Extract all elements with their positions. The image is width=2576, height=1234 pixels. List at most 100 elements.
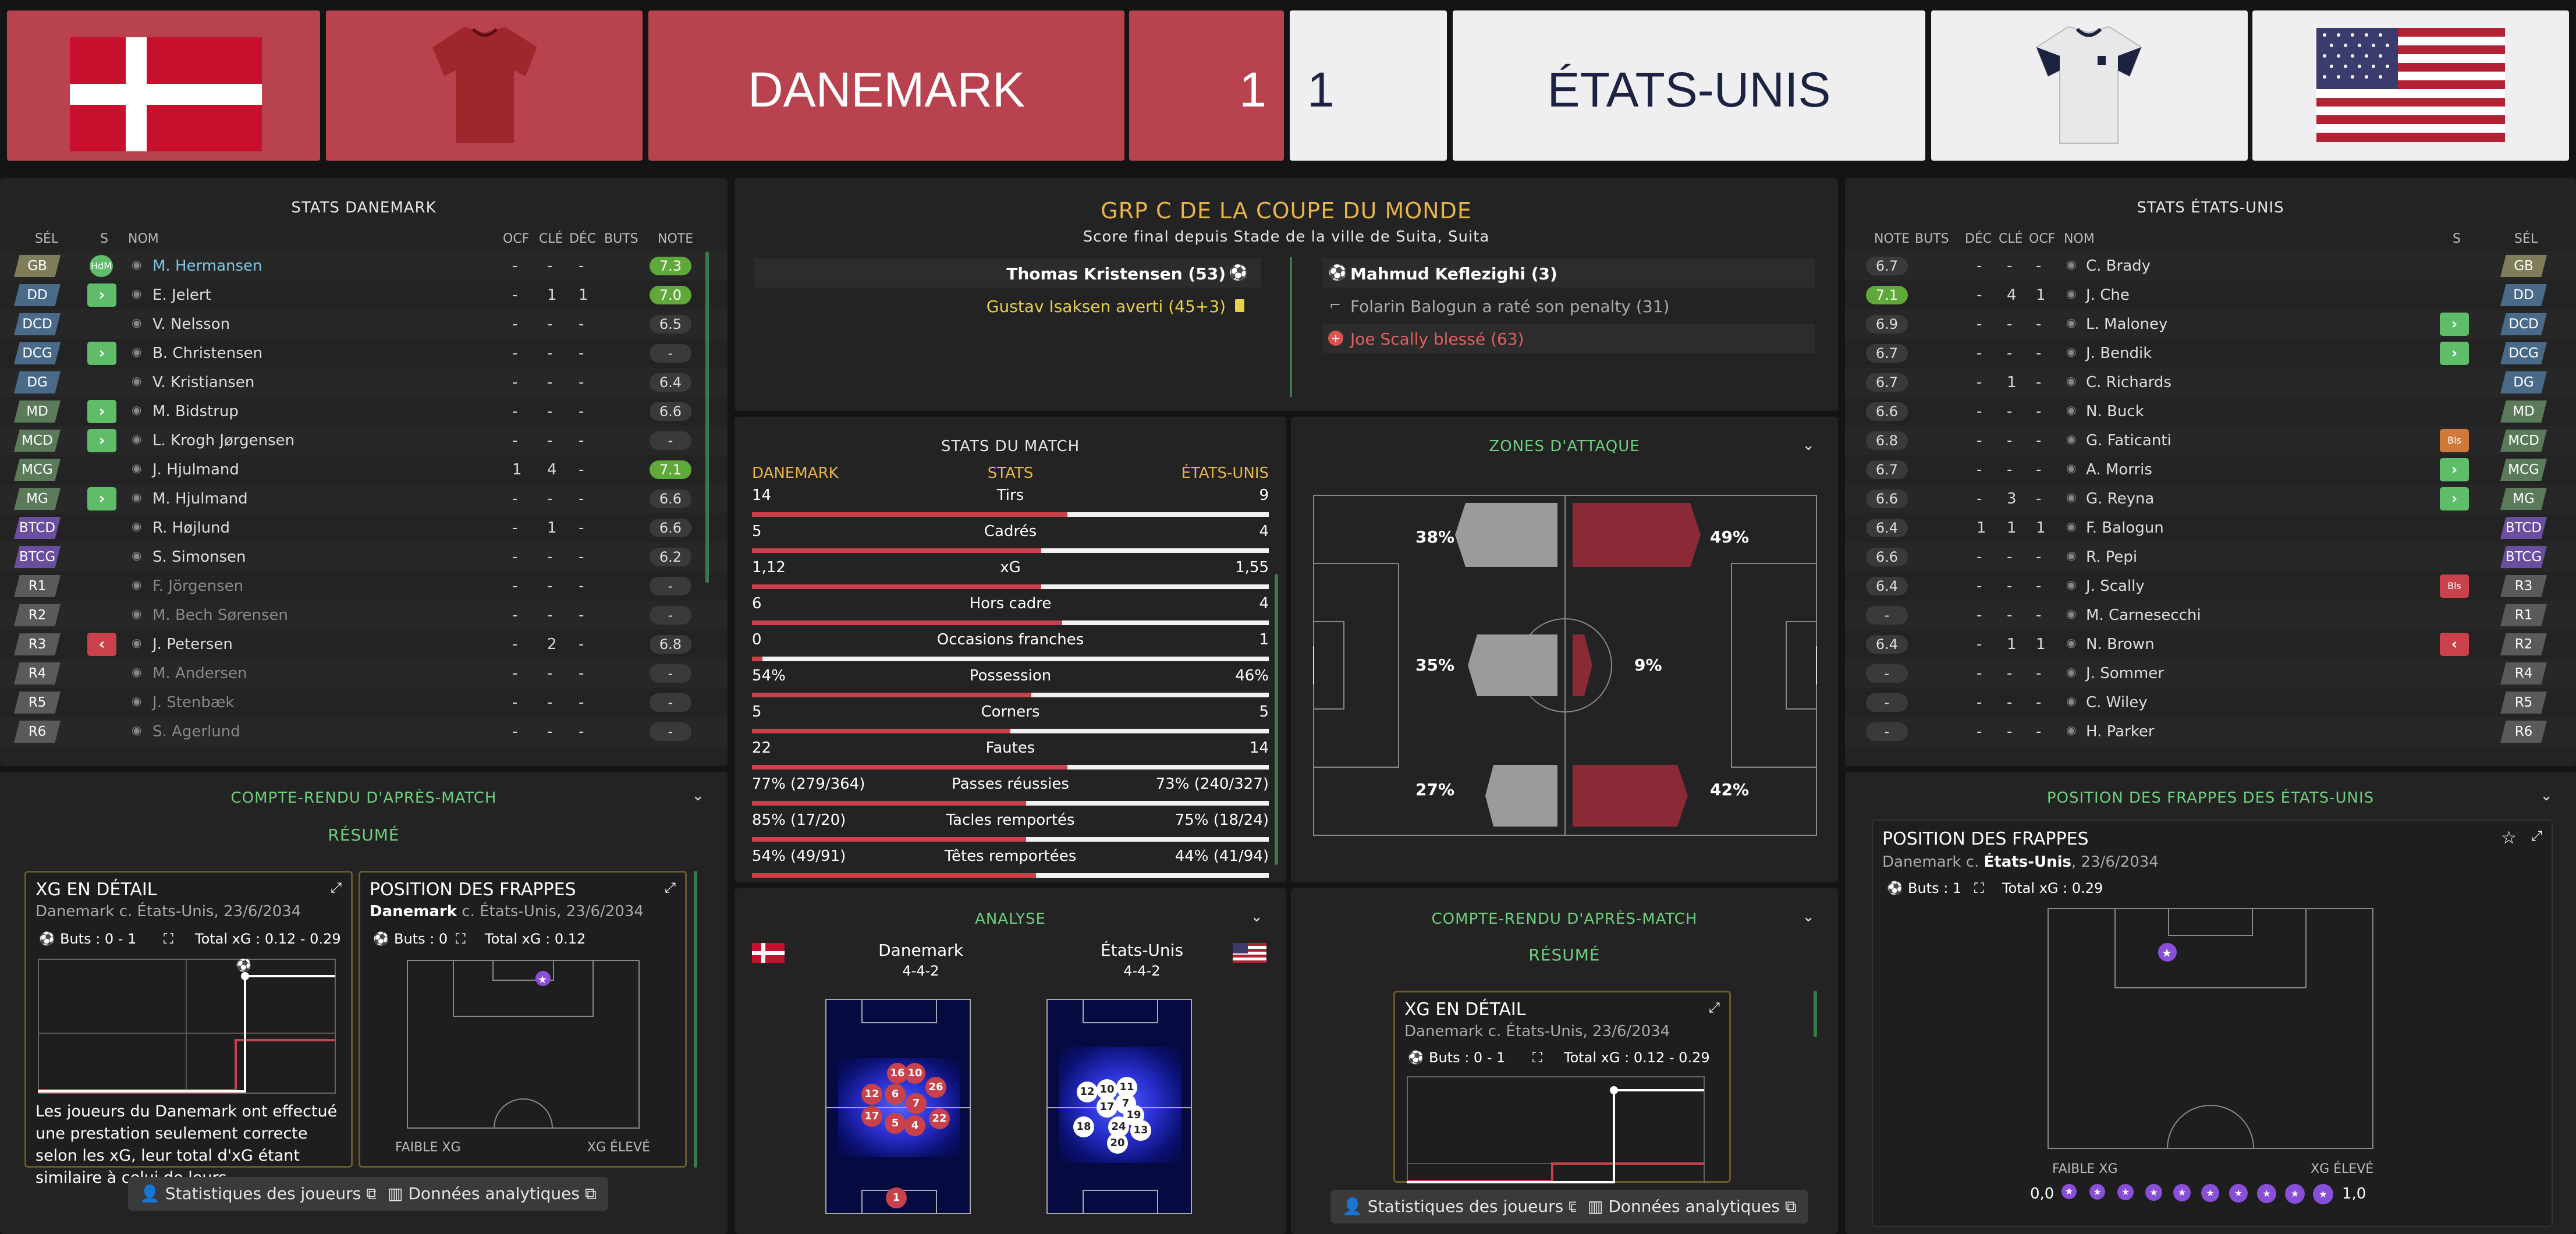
tab-resume[interactable]: RÉSUMÉ [1528, 945, 1601, 964]
report-scrollbar[interactable] [694, 871, 697, 1168]
chevron-down-icon[interactable]: ⌄ [1250, 908, 1263, 926]
chevron-down-icon[interactable]: ⌄ [1802, 908, 1815, 926]
table-row[interactable]: 7.1 - 4 1 ◉ J. Che DD [1845, 281, 2576, 310]
table-row[interactable]: MCD › ◉ L. Krogh Jørgensen - - - - [0, 426, 728, 455]
chevron-down-icon[interactable]: ⌄ [691, 787, 704, 804]
col-cle[interactable]: CLÉ [539, 232, 563, 246]
player-name[interactable]: J. Che [2086, 286, 2130, 304]
player-chip[interactable]: 20 [1107, 1133, 1128, 1154]
player-name[interactable]: V. Kristiansen [152, 374, 255, 391]
table-row[interactable]: 6.4 - 1 1 ◉ N. Brown ‹ R2 [1845, 630, 2576, 659]
home-formation[interactable]: 4-4-2 [902, 963, 939, 979]
sub-in-icon[interactable]: › [2440, 458, 2469, 481]
player-name[interactable]: B. Christensen [152, 345, 263, 362]
player-chip[interactable]: 10 [1097, 1079, 1117, 1100]
table-row[interactable]: 6.7 - - - ◉ C. Brady GB [1845, 251, 2576, 281]
player-name[interactable]: S. Simonsen [152, 548, 246, 566]
col-cle[interactable]: CLÉ [1999, 232, 2023, 246]
table-row[interactable]: DCD ◉ V. Nelsson - - - 6.5 [0, 310, 728, 339]
table-row[interactable]: 6.7 - - - ◉ J. Bendik › DCG [1845, 339, 2576, 368]
player-chip[interactable]: 17 [1097, 1097, 1117, 1118]
table-row[interactable]: MD › ◉ M. Bidstrup - - - 6.6 [0, 397, 728, 426]
table-row[interactable]: 6.6 - - - ◉ R. Pepi BTCG [1845, 542, 2576, 572]
player-name[interactable]: J. Scally [2086, 577, 2145, 595]
player-name[interactable]: M. Bech Sørensen [152, 607, 288, 624]
table-row[interactable]: 6.6 - 3 - ◉ G. Reyna › MG [1845, 484, 2576, 513]
col-note[interactable]: NOTE [1874, 232, 1910, 246]
player-name[interactable]: M. Hjulmand [152, 490, 248, 508]
table-row[interactable]: - - - - ◉ C. Wiley R5 [1845, 688, 2576, 717]
player-chip[interactable]: 13 [1130, 1120, 1151, 1141]
player-name[interactable]: F. Jörgensen [152, 577, 244, 595]
player-chip[interactable]: 7 [906, 1093, 927, 1114]
sub-in-icon[interactable]: › [87, 429, 116, 452]
player-name[interactable]: E. Jelert [152, 286, 211, 304]
chevron-down-icon[interactable]: ⌄ [2540, 787, 2553, 804]
table-row[interactable]: BTCG ◉ S. Simonsen - - - 6.2 [0, 542, 728, 572]
player-stats-button[interactable]: 👤 Statistiques des joueurs ⧉ [128, 1177, 390, 1211]
sub-in-icon[interactable]: › [2440, 342, 2469, 365]
player-chip[interactable]: 22 [929, 1108, 950, 1129]
table-row[interactable]: R5 ◉ J. Stenbæk - - - - [0, 688, 728, 717]
player-chip[interactable]: 11 [1116, 1077, 1137, 1098]
table-row[interactable]: 6.4 1 1 1 ◉ F. Balogun BTCD [1845, 513, 2576, 542]
table-row[interactable]: - - - - ◉ M. Carnesecchi R1 [1845, 601, 2576, 630]
table-row[interactable]: 6.9 - - - ◉ L. Maloney › DCD [1845, 310, 2576, 339]
player-name[interactable]: R. Pepi [2086, 548, 2138, 566]
col-s[interactable]: S [2453, 232, 2461, 246]
player-name[interactable]: N. Buck [2086, 403, 2144, 420]
player-chip[interactable]: 1 [886, 1187, 907, 1208]
sub-in-icon[interactable]: › [2440, 487, 2469, 510]
col-note[interactable]: NOTE [658, 232, 694, 246]
table-row[interactable]: 6.8 - - - ◉ G. Faticanti Bls MCD [1845, 426, 2576, 455]
player-name[interactable]: L. Krogh Jørgensen [152, 432, 295, 449]
table-row[interactable]: 6.7 - 1 - ◉ C. Richards DG [1845, 368, 2576, 397]
player-chip[interactable]: 12 [1077, 1081, 1098, 1102]
player-name[interactable]: M. Hermansen [152, 257, 262, 275]
player-name[interactable]: C. Wiley [2086, 694, 2148, 711]
table-row[interactable]: - - - - ◉ J. Sommer R4 [1845, 659, 2576, 688]
table-row[interactable]: MG › ◉ M. Hjulmand - - - 6.6 [0, 484, 728, 513]
stats-scrollbar[interactable] [1275, 574, 1278, 865]
table-row[interactable]: MCG ◉ J. Hjulmand 1 4 - 7.1 [0, 455, 728, 484]
sub-in-icon[interactable]: › [87, 400, 116, 423]
player-name[interactable]: C. Richards [2086, 374, 2171, 391]
table-row[interactable]: DG ◉ V. Kristiansen - - - 6.4 [0, 368, 728, 397]
expand-icon[interactable]: ⤢ [330, 880, 342, 896]
player-name[interactable]: A. Morris [2086, 461, 2152, 478]
player-name[interactable]: M. Andersen [152, 665, 247, 682]
table-row[interactable]: 6.6 - - - ◉ N. Buck MD [1845, 397, 2576, 426]
player-name[interactable]: J. Hjulmand [152, 461, 239, 478]
player-chip[interactable]: 6 [885, 1084, 906, 1105]
col-dec[interactable]: DÉC [1965, 232, 1992, 246]
sub-in-icon[interactable]: › [87, 342, 116, 365]
table-row[interactable]: 6.4 - - - ◉ J. Scally Bls R3 [1845, 572, 2576, 601]
table-row[interactable]: R2 ◉ M. Bech Sørensen - - - - [0, 601, 728, 630]
player-chip[interactable]: 16 [887, 1063, 908, 1084]
player-name[interactable]: J. Petersen [152, 636, 233, 653]
col-nom[interactable]: NOM [128, 232, 159, 246]
sub-in-icon[interactable]: › [2440, 313, 2469, 336]
table-row[interactable]: - - - - ◉ H. Parker R6 [1845, 717, 2576, 746]
player-name[interactable]: G. Reyna [2086, 490, 2155, 508]
player-name[interactable]: M. Bidstrup [152, 403, 239, 420]
player-name[interactable]: J. Bendik [2086, 345, 2152, 362]
expand-icon[interactable]: ⤢ [664, 880, 676, 896]
analytics-button[interactable]: ▥ Données analytiques ⧉ [1576, 1190, 1808, 1224]
report-scrollbar[interactable] [1814, 991, 1817, 1037]
expand-icon[interactable]: ⤢ [2531, 828, 2542, 844]
player-name[interactable]: H. Parker [2086, 723, 2155, 740]
player-name[interactable]: L. Maloney [2086, 315, 2168, 333]
col-dec[interactable]: DÉC [569, 232, 597, 246]
player-name[interactable]: M. Carnesecchi [2086, 607, 2201, 624]
col-nom[interactable]: NOM [2064, 232, 2095, 246]
col-buts[interactable]: BUTS [1915, 232, 1949, 246]
col-s[interactable]: S [100, 232, 108, 246]
sub-in-icon[interactable]: › [87, 283, 116, 307]
player-name[interactable]: V. Nelsson [152, 315, 230, 333]
col-sel[interactable]: SÉL [2514, 232, 2538, 246]
player-chip[interactable]: 17 [861, 1106, 882, 1127]
player-chip[interactable]: 18 [1073, 1116, 1094, 1137]
player-chip[interactable]: 4 [904, 1115, 925, 1136]
table-row[interactable]: 6.7 - - - ◉ A. Morris › MCG [1845, 455, 2576, 484]
